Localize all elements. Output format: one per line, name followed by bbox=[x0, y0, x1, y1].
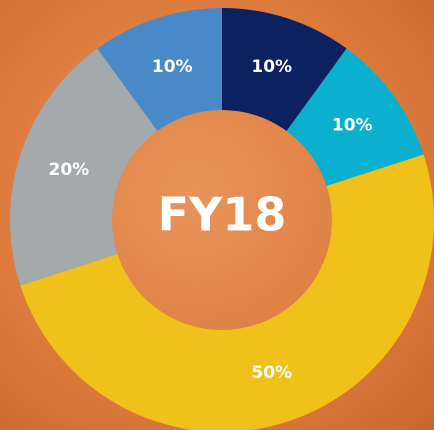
donut bbox=[10, 8, 434, 430]
slice bbox=[97, 8, 222, 132]
center-label: FY18 bbox=[158, 188, 287, 242]
slice bbox=[10, 48, 158, 286]
slice-label: 10% bbox=[251, 57, 292, 77]
slice bbox=[20, 154, 434, 430]
slice-label: 10% bbox=[152, 57, 193, 77]
slice-label: 50% bbox=[251, 363, 292, 383]
slice bbox=[222, 8, 347, 132]
slice-label: 10% bbox=[332, 115, 373, 135]
slice bbox=[286, 48, 424, 187]
slice-label: 20% bbox=[49, 160, 90, 180]
